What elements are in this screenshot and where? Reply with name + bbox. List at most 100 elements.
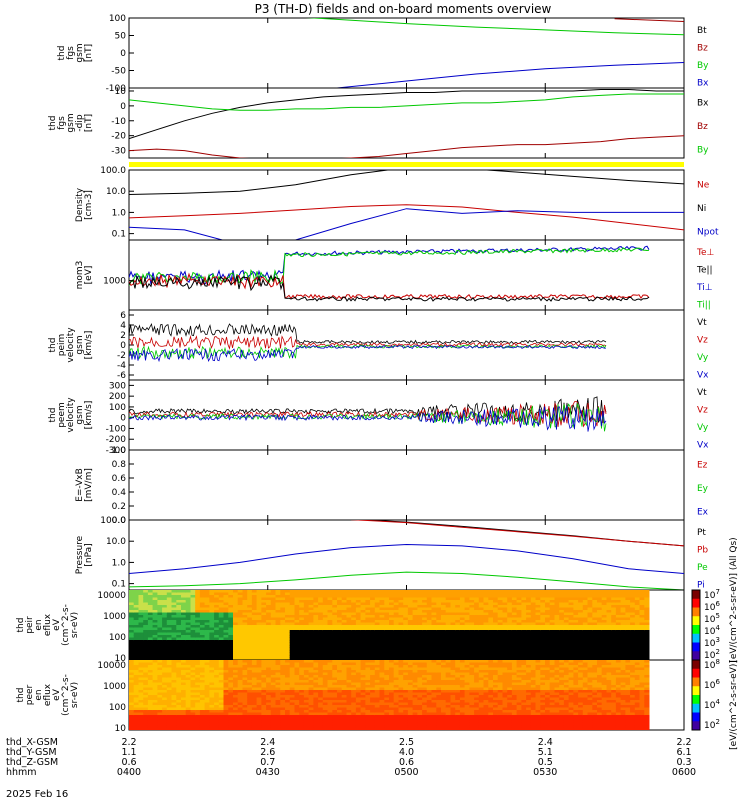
spectrogram-cell	[346, 662, 352, 666]
spectrogram-cell	[176, 712, 182, 716]
spectrogram-cell	[615, 590, 622, 593]
spectrogram-cell	[469, 635, 475, 638]
spectrogram-cell	[360, 607, 366, 611]
spectrogram-cell	[384, 710, 390, 713]
spectrogram-cell	[204, 660, 210, 663]
spectrogram-cell	[332, 652, 338, 656]
spectrogram-cell	[214, 665, 220, 668]
spectrogram-cell	[625, 647, 631, 651]
colorbar-band	[692, 642, 700, 652]
spectrogram-cell	[379, 642, 385, 646]
spectrogram-cell	[223, 727, 229, 730]
spectrogram-cell	[223, 707, 229, 711]
spectrogram-cell	[365, 715, 371, 718]
spectrogram-cell	[308, 657, 314, 660]
spectrogram-cell	[493, 622, 499, 626]
spectrogram-cell	[545, 612, 551, 616]
spectrogram-cell	[370, 690, 376, 693]
spectrogram-cell	[157, 652, 163, 656]
y-tick-label: 10.0	[106, 187, 126, 197]
spectrogram-cell	[294, 602, 300, 606]
spectrogram-cell	[644, 615, 650, 618]
spectrogram-cell	[303, 635, 310, 638]
spectrogram-cell	[526, 657, 532, 660]
spectrogram-cell	[195, 677, 201, 681]
spectrogram-cell	[521, 645, 527, 648]
spectrogram-cell	[285, 642, 291, 646]
spectrogram-cell	[346, 630, 352, 633]
y-tick-label: 10	[115, 87, 127, 97]
spectrogram-cell	[459, 645, 466, 648]
spectrogram-cell	[171, 715, 177, 718]
spectrogram-cell	[355, 712, 362, 716]
spectrogram-cell	[181, 725, 187, 728]
spectrogram-cell	[615, 657, 622, 660]
spectrogram-cell	[582, 652, 588, 656]
spectrogram-cell	[275, 712, 281, 716]
spectrogram-cell	[573, 625, 579, 628]
spectrogram-cell	[138, 720, 144, 723]
spectrogram-cell	[289, 622, 295, 626]
spectrogram-cell	[303, 680, 310, 683]
spectrogram-cell	[365, 657, 371, 660]
spectrogram-cell	[516, 627, 522, 631]
spectrogram-cell	[270, 685, 276, 688]
spectrogram-cell	[143, 590, 149, 593]
spectrogram-cell	[299, 670, 305, 673]
y-axis-label: peer	[25, 684, 35, 705]
spectrogram-cell	[133, 710, 139, 713]
spectrogram-cell	[143, 650, 149, 653]
spectrogram-cell	[162, 655, 168, 658]
spectrogram-cell	[483, 655, 489, 658]
spectrogram-cell	[370, 682, 376, 686]
spectrogram-cell	[223, 697, 229, 701]
spectrogram-cell	[370, 717, 376, 721]
spectrogram-cell	[403, 657, 409, 660]
spectrogram-cell	[166, 655, 172, 658]
spectrogram-cell	[611, 612, 617, 616]
spectrogram-cell	[530, 630, 536, 633]
spectrogram-cell	[540, 617, 546, 621]
spectrogram-cell	[455, 630, 461, 633]
spectrogram-cell	[157, 630, 163, 633]
spectrogram-cell	[237, 632, 243, 636]
spectrogram-cell	[625, 602, 631, 606]
spectrogram-cell	[393, 685, 399, 688]
spectrogram-cell	[351, 667, 357, 671]
spectrogram-cell	[398, 655, 404, 658]
spectrogram-cell	[545, 652, 551, 656]
spectrogram-cell	[592, 647, 598, 651]
spectrogram-cell	[445, 635, 451, 638]
spectrogram-cell	[554, 622, 560, 626]
spectrogram-cell	[162, 700, 168, 703]
spectrogram-cell	[299, 680, 305, 683]
spectrogram-cell	[308, 645, 314, 648]
spectrogram-cell	[176, 672, 182, 676]
spectrogram-cell	[634, 642, 640, 646]
spectrogram-cell	[634, 590, 640, 593]
spectrogram-cell	[256, 625, 262, 628]
spectrogram-cell	[346, 715, 352, 718]
spectrogram-cell	[199, 682, 206, 686]
y-tick-label: 0.1	[112, 580, 126, 590]
spectrogram-cell	[337, 635, 343, 638]
legend-bx: Bx	[697, 78, 709, 88]
spectrogram-cell	[441, 655, 447, 658]
spectrogram-cell	[237, 600, 243, 603]
spectrogram-cell	[190, 720, 196, 723]
spectrogram-cell	[545, 630, 551, 633]
spectrogram-cell	[568, 650, 574, 653]
spectrogram-cell	[431, 600, 437, 603]
spectrogram-cell	[526, 627, 532, 631]
spectrogram-cell	[379, 595, 385, 598]
spectrogram-cell	[261, 645, 267, 648]
spectrogram-cell	[223, 695, 229, 698]
spectrogram-cell	[251, 592, 258, 596]
spectrogram-cell	[384, 667, 390, 671]
spectrogram-cell	[256, 667, 262, 671]
spectrogram-cell	[393, 652, 399, 656]
spectrogram-cell	[209, 707, 215, 711]
spectrogram-cell	[247, 685, 253, 688]
plot-area	[129, 396, 607, 432]
spectrogram-cell	[275, 675, 281, 678]
